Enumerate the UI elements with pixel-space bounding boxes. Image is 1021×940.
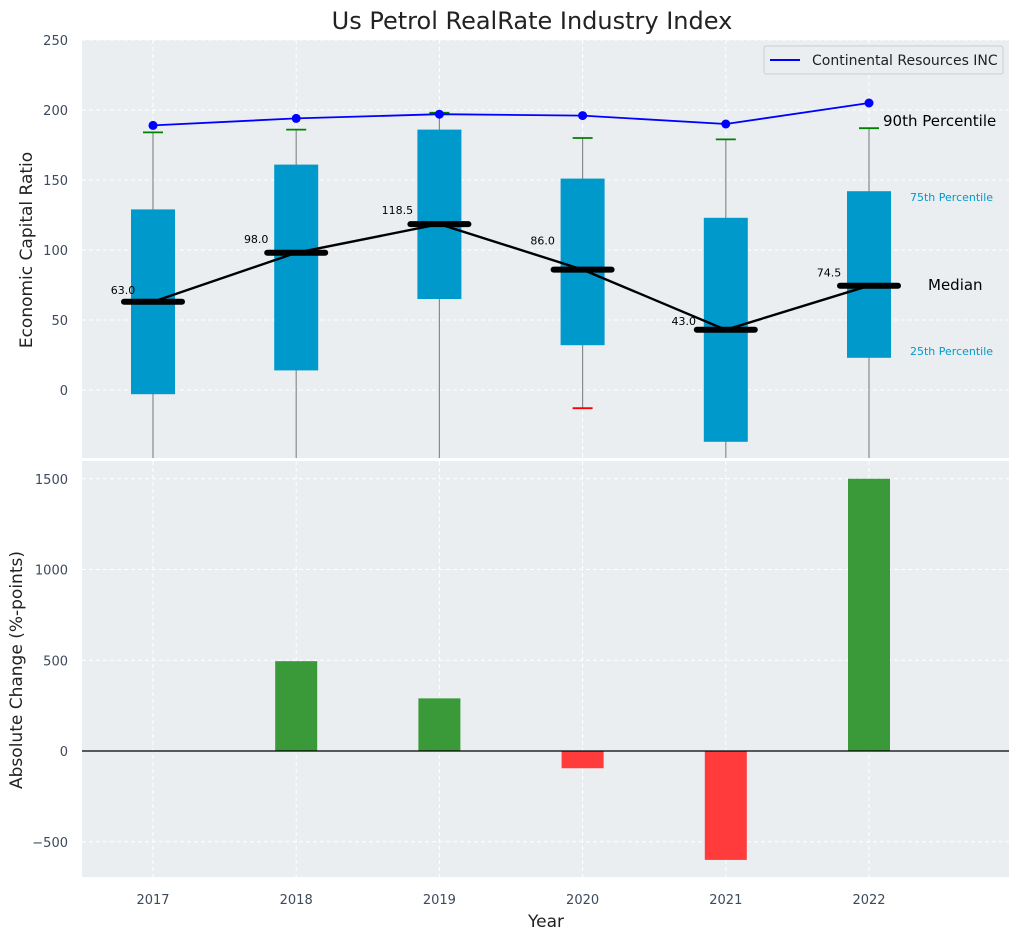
top-y-tick-label: 100: [43, 244, 68, 259]
median-label: 74.5: [817, 267, 842, 280]
company-point: [434, 109, 444, 119]
top-y-axis-label: Economic Capital Ratio: [17, 152, 37, 348]
x-tick-label: 2017: [136, 893, 169, 908]
bottom-y-tick-label: −500: [32, 836, 68, 851]
median-annotation: Median: [928, 276, 983, 294]
top-y-tick-label: 250: [43, 34, 68, 49]
bottom-y-tick-label: 500: [43, 654, 68, 669]
company-point: [291, 113, 301, 123]
box-2018: [274, 164, 319, 371]
company-series-line: [152, 102, 870, 127]
bottom-y-tick-label: 1000: [35, 564, 68, 579]
top-y-tick-label: 150: [43, 174, 68, 189]
legend: Continental Resources INC: [763, 45, 1004, 75]
x-axis-label: Year: [527, 912, 564, 932]
x-tick-label: 2018: [280, 893, 313, 908]
chart-title: Us Petrol RealRate Industry Index: [332, 7, 733, 35]
top-marks: 63.0 98.0 118.5 86.0 43.0 74.5: [111, 98, 901, 458]
median-label: 43.0: [672, 315, 697, 328]
change-bar-2020: [561, 751, 604, 769]
bottom-y-tick-label: 1500: [35, 473, 68, 488]
change-bar-2019: [418, 698, 461, 751]
box-2019: [417, 129, 462, 299]
company-point: [864, 98, 874, 108]
x-tick-label: 2021: [709, 893, 742, 908]
box-2022: [847, 191, 891, 358]
company-point: [578, 111, 588, 121]
x-tick-label: 2019: [423, 893, 456, 908]
p90-annotation: 90th Percentile: [883, 112, 996, 130]
change-bar-2021: [704, 751, 747, 860]
top-y-tick-label: 50: [51, 314, 68, 329]
p75-annotation: 75th Percentile: [910, 191, 993, 204]
bottom-y-tick-label: 0: [60, 745, 68, 760]
bottom-y-axis-label: Absolute Change (%-points): [7, 551, 27, 789]
median-label: 118.5: [382, 204, 414, 217]
legend-box: [763, 45, 1004, 75]
median-trend-line: [152, 222, 870, 332]
median-label: 86.0: [530, 235, 555, 248]
median-label: 98.0: [244, 233, 269, 246]
top-y-tick-label: 0: [60, 384, 68, 399]
box-2020: [560, 178, 605, 346]
bottom-marks: [82, 478, 1009, 860]
top-y-tick-label: 200: [43, 104, 68, 119]
change-bar-2022: [848, 478, 890, 751]
median-label: 63.0: [111, 284, 136, 297]
company-point: [148, 120, 158, 130]
legend-label: Continental Resources INC: [812, 53, 998, 69]
axis-ticks: 0 50 100 150 200 250 −500 0 500 1000 1500 2017 2018 2…: [32, 34, 885, 908]
change-bar-2018: [275, 661, 318, 751]
company-point: [721, 119, 731, 129]
x-tick-label: 2022: [852, 893, 885, 908]
p25-annotation: 25th Percentile: [910, 345, 993, 358]
x-tick-label: 2020: [566, 893, 599, 908]
